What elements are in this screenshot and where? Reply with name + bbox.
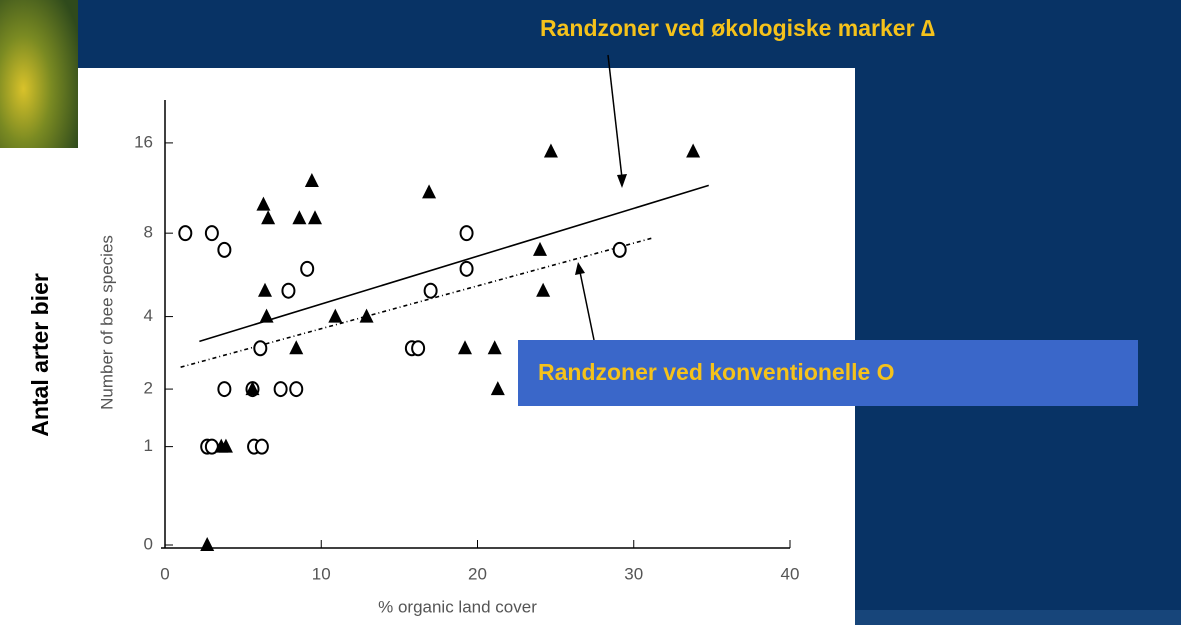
triangle-point: [533, 241, 547, 256]
arrow: [607, 54, 623, 179]
circle-point: [281, 282, 296, 299]
circle-point: [459, 225, 474, 242]
x-tick-label: 20: [468, 564, 487, 583]
trend-line: [199, 184, 709, 343]
annotation-organic: Randzoner ved økologiske marker ∆: [540, 15, 935, 41]
triangle-point: [359, 308, 374, 323]
triangle-point: [536, 282, 551, 297]
circle-point: [204, 225, 219, 242]
trend-line: [180, 237, 653, 368]
y-tick-label: 16: [134, 132, 153, 151]
triangle-point: [292, 210, 307, 225]
circle-point: [253, 340, 268, 357]
y-tick-label: 8: [144, 223, 153, 242]
triangle-point: [458, 340, 472, 355]
triangle-point: [200, 537, 215, 551]
triangle-point: [487, 340, 502, 355]
y-axis-label: Number of bee species: [97, 235, 116, 410]
triangle-point: [422, 184, 437, 199]
circle-point: [273, 381, 288, 398]
y-tick-label: 2: [144, 379, 153, 398]
y-tick-label: 1: [144, 436, 153, 455]
x-tick-label: 40: [781, 564, 800, 583]
triangle-point: [218, 438, 233, 453]
circle-point: [254, 438, 269, 455]
triangle-point: [256, 196, 271, 211]
circle-point: [612, 241, 627, 258]
triangle-point: [328, 308, 343, 323]
circle-point: [178, 225, 193, 242]
circle-point: [300, 260, 315, 277]
flower-photo: [0, 0, 78, 148]
triangle-point: [259, 308, 274, 323]
triangle-point: [245, 381, 260, 396]
x-tick-label: 30: [624, 564, 643, 583]
slide-y-label: Antal arter bier: [27, 273, 53, 437]
triangle-point: [308, 210, 322, 225]
circle-point: [411, 340, 426, 357]
circle-point: [423, 282, 438, 299]
plot: 0 1 2 4 8 16 0 10 20 30 40 % organic land cover Numb…: [97, 100, 799, 616]
arrowhead: [575, 262, 585, 275]
circle-point: [289, 381, 304, 398]
arrowhead: [617, 174, 627, 188]
circle-point: [217, 241, 232, 258]
annotation-box: [518, 340, 1138, 406]
triangle-point: [304, 172, 319, 187]
x-axis-label: % organic land cover: [378, 597, 537, 616]
arrow: [579, 271, 595, 341]
triangle-point: [686, 143, 701, 158]
circle-point: [217, 381, 232, 398]
triangle-point: [490, 381, 505, 396]
triangle-point: [543, 143, 558, 158]
x-tick-label: 0: [160, 564, 169, 583]
triangle-point: [261, 210, 276, 225]
annotation-conventional: Randzoner ved konventionelle O: [538, 359, 895, 385]
corner-panel: [855, 610, 1181, 625]
triangle-point: [289, 340, 304, 355]
circle-point: [459, 260, 474, 277]
chart-panel-top: [78, 68, 855, 148]
x-tick-label: 10: [312, 564, 331, 583]
y-tick-label: 0: [144, 534, 153, 553]
triangle-point: [258, 282, 272, 297]
y-tick-label: 4: [144, 306, 153, 325]
